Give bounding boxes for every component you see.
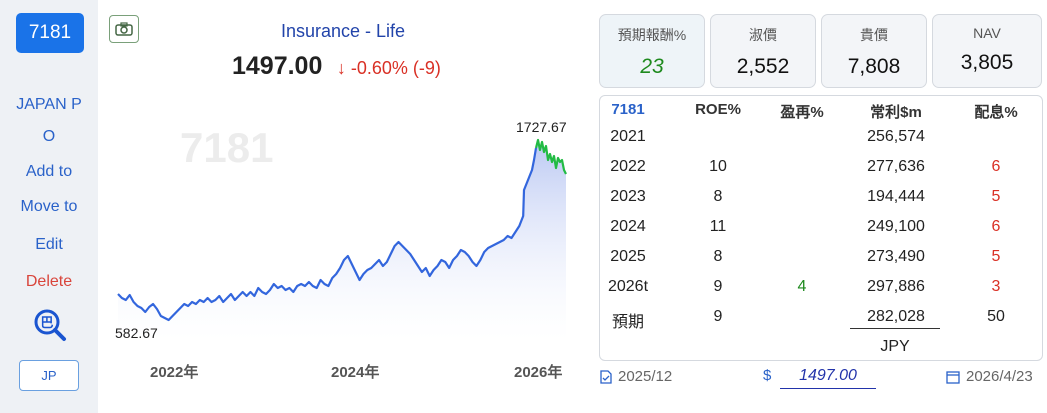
stock-code-badge[interactable]: 7181 bbox=[16, 13, 84, 53]
camera-icon bbox=[115, 22, 133, 36]
total-underline bbox=[850, 328, 940, 329]
table-row-expected-year: 預期 bbox=[611, 314, 644, 331]
currency-symbol: $ bbox=[763, 367, 772, 384]
table-row-2024-roe: 11 bbox=[709, 218, 727, 235]
table-row-2025-profit: 273,490 bbox=[867, 248, 925, 265]
quote-date: 2026/4/23 bbox=[946, 368, 1033, 385]
currency-label: JPY bbox=[880, 338, 910, 355]
cheap-price-box: 淑價 2,552 bbox=[710, 14, 816, 88]
table-row-2026t-retention: 4 bbox=[797, 278, 807, 295]
table-row-2022-payout: 6 bbox=[991, 158, 1001, 175]
price-line: 1497.00 ↓ -0.60% (-9) bbox=[232, 52, 441, 81]
table-header-payout: 配息% bbox=[974, 104, 1018, 121]
chart-high-label: 1727.67 bbox=[516, 119, 567, 135]
company-name-line2[interactable]: O bbox=[42, 128, 56, 145]
company-name-line1[interactable]: JAPAN P bbox=[16, 96, 82, 113]
table-row-2025-payout: 5 bbox=[991, 248, 1001, 265]
expected-return-value: 23 bbox=[640, 55, 664, 78]
x-tick-2022: 2022年 bbox=[150, 364, 199, 381]
table-row-2025-year: 2025 bbox=[610, 248, 646, 265]
table-row-2022-profit: 277,636 bbox=[867, 158, 925, 175]
quote-date-text: 2026/4/23 bbox=[966, 368, 1033, 385]
table-row-2023-profit: 194,444 bbox=[867, 188, 925, 205]
price-area bbox=[118, 140, 566, 340]
edit-link[interactable]: Edit bbox=[35, 236, 63, 253]
market-button[interactable]: JP bbox=[19, 360, 79, 391]
table-row-2023-payout: 5 bbox=[991, 188, 1001, 205]
x-tick-2024: 2024年 bbox=[331, 364, 380, 381]
table-row-2024-profit: 249,100 bbox=[867, 218, 925, 235]
expensive-price-box: 貴價 7,808 bbox=[821, 14, 927, 88]
price-chart[interactable] bbox=[100, 90, 580, 350]
calendar-icon bbox=[946, 370, 960, 384]
table-row-2024-payout: 6 bbox=[991, 218, 1001, 235]
price-line-series bbox=[117, 147, 538, 322]
cheap-price-label: 淑價 bbox=[749, 27, 777, 43]
table-row-2025-roe: 8 bbox=[713, 248, 723, 265]
expensive-price-value: 7,808 bbox=[847, 55, 901, 78]
table-row-2026t-year: 2026t bbox=[607, 278, 649, 295]
price-change: ↓ -0.60% (-9) bbox=[337, 58, 441, 78]
expensive-price-label: 貴價 bbox=[860, 27, 888, 43]
cheap-price-value: 2,552 bbox=[736, 55, 790, 78]
x-tick-2026: 2026年 bbox=[514, 364, 563, 381]
table-row-2021-year: 2021 bbox=[610, 128, 646, 145]
sector-label: Insurance - Life bbox=[280, 21, 406, 41]
chart-watermark: 7181 bbox=[180, 124, 274, 171]
chart-low-label: 582.67 bbox=[115, 325, 158, 341]
document-icon bbox=[600, 369, 612, 384]
nav-box: NAV 3,805 bbox=[932, 14, 1042, 88]
expected-return-label: 預期報酬% bbox=[617, 27, 687, 43]
add-to-link[interactable]: Add to bbox=[25, 163, 73, 180]
table-header-code[interactable]: 7181 bbox=[611, 101, 645, 118]
camera-button[interactable] bbox=[109, 15, 139, 43]
delete-link[interactable]: Delete bbox=[25, 273, 73, 290]
table-row-expected-payout: 50 bbox=[987, 308, 1005, 325]
ba-icon-text: 巴 bbox=[40, 316, 53, 331]
table-row-expected-profit: 282,028 bbox=[867, 308, 925, 325]
table-row-2022-year: 2022 bbox=[610, 158, 646, 175]
price-change-text: -0.60% (-9) bbox=[350, 58, 441, 78]
current-price: 1497.00 bbox=[232, 52, 323, 80]
table-header-retention: 盈再% bbox=[780, 104, 824, 121]
table-row-expected-roe: 9 bbox=[713, 308, 723, 325]
table-row-2024-year: 2024 bbox=[610, 218, 646, 235]
table-row-2026t-payout: 3 bbox=[991, 278, 1001, 295]
table-row-2023-year: 2023 bbox=[610, 188, 646, 205]
recent-price-series bbox=[534, 138, 567, 175]
table-row-2026t-roe: 9 bbox=[713, 278, 723, 295]
move-to-link[interactable]: Move to bbox=[20, 198, 78, 215]
table-row-2026t-profit: 297,886 bbox=[867, 278, 925, 295]
table-header-profit: 常利$m bbox=[870, 104, 922, 121]
table-header-roe: ROE% bbox=[695, 101, 741, 118]
price-input[interactable] bbox=[780, 364, 876, 389]
table-row-2021-profit: 256,574 bbox=[867, 128, 925, 145]
ba-search-icon[interactable]: 巴 bbox=[33, 308, 67, 342]
report-period: 2025/12 bbox=[600, 368, 672, 385]
report-period-text: 2025/12 bbox=[618, 368, 673, 385]
financials-table: 7181 ROE% 盈再% 常利$m 配息% 2021 256,574 2022 10 277,6… bbox=[599, 95, 1043, 361]
nav-value: 3,805 bbox=[960, 51, 1014, 74]
nav-label: NAV bbox=[973, 25, 1001, 41]
table-row-2023-roe: 8 bbox=[713, 188, 723, 205]
down-arrow-icon: ↓ bbox=[336, 58, 346, 78]
expected-return-box: 預期報酬% 23 bbox=[599, 14, 705, 88]
sidebar: 7181 JAPAN P O Add to Move to Edit Delet… bbox=[0, 0, 98, 413]
table-row-2022-roe: 10 bbox=[709, 158, 727, 175]
